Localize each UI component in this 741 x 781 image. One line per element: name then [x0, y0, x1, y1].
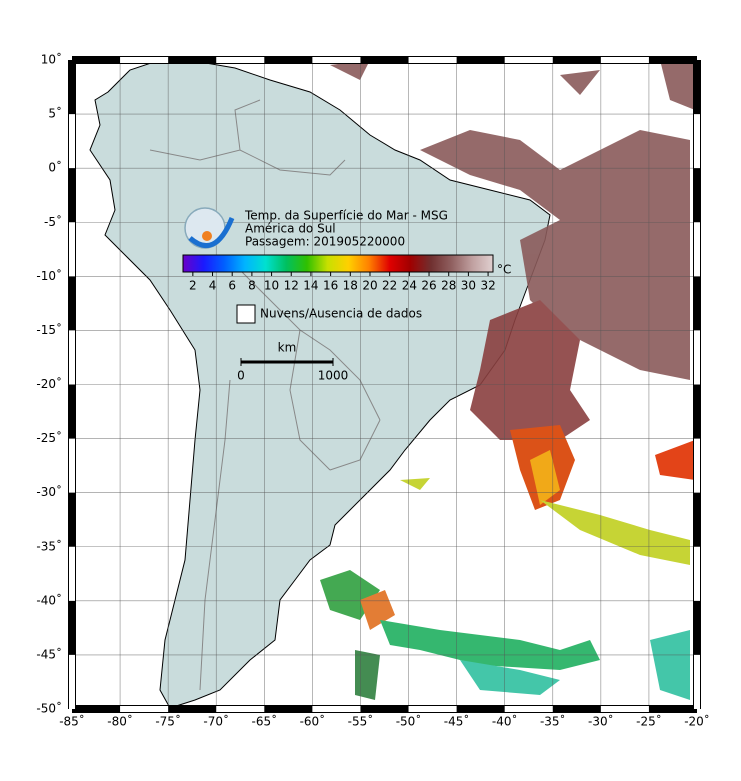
legend-label: Nuvens/Ausencia de dados	[260, 307, 422, 321]
colorbar-label: 2	[189, 279, 197, 293]
sst-patches	[320, 60, 695, 700]
lon-label: -30˚	[588, 714, 614, 729]
lon-label: -25˚	[636, 714, 662, 729]
colorbar-label: 12	[284, 279, 299, 293]
lon-label: -80˚	[107, 714, 133, 729]
colorbar-label: 6	[228, 279, 236, 293]
lon-label: -40˚	[492, 714, 518, 729]
pass-time: Passagem: 201905220000	[245, 235, 405, 249]
colorbar-label: 22	[382, 279, 397, 293]
legend-swatch	[236, 304, 256, 324]
colorbar-bar	[182, 254, 494, 273]
colorbar-label: 8	[248, 279, 256, 293]
lat-label: -35˚	[36, 538, 62, 553]
colorbar-label: 26	[421, 279, 436, 293]
colorbar-label: 16	[323, 279, 338, 293]
colorbar-label: 32	[480, 279, 495, 293]
colorbar: 2 4 6 8 10 12 14 16 18 20 22 24 26 28 30 32°C	[182, 254, 511, 293]
lat-label: 10˚	[41, 52, 62, 67]
lat-label: -10˚	[36, 268, 62, 283]
title: Temp. da Superfície do Mar - MSG	[244, 209, 448, 223]
colorbar-label: 24	[402, 279, 417, 293]
lon-label: -50˚	[396, 714, 422, 729]
colorbar-label: 10	[264, 279, 279, 293]
lon-label: -20˚	[684, 714, 710, 729]
lat-label: -25˚	[36, 430, 62, 445]
frame	[68, 56, 701, 713]
lat-label: -50˚	[36, 701, 62, 716]
colorbar-label: 18	[343, 279, 358, 293]
scale-bar: km 0 1000	[237, 341, 348, 383]
colorbar-label: 30	[461, 279, 476, 293]
lon-label: -70˚	[203, 714, 229, 729]
lat-label: -30˚	[36, 484, 62, 499]
lat-label: 0˚	[48, 160, 62, 175]
lon-label: -65˚	[252, 714, 278, 729]
lat-label: -45˚	[36, 646, 62, 661]
colorbar-label: 28	[441, 279, 456, 293]
lon-label: -85˚	[59, 714, 85, 729]
colorbar-label: 4	[209, 279, 217, 293]
logo	[184, 207, 235, 249]
lat-label: -40˚	[36, 592, 62, 607]
lon-label: -55˚	[348, 714, 374, 729]
scale-unit: km	[278, 341, 297, 355]
borders	[149, 99, 381, 691]
lat-label: 5˚	[48, 106, 62, 121]
lat-label: -15˚	[36, 322, 62, 337]
lon-label: -60˚	[300, 714, 326, 729]
subtitle: América do Sul	[245, 222, 336, 236]
lon-label: -45˚	[444, 714, 470, 729]
lon-label: -35˚	[540, 714, 566, 729]
colorbar-unit: °C	[497, 263, 511, 277]
lat-label: -5˚	[44, 214, 62, 229]
colorbar-label: 20	[362, 279, 377, 293]
colorbar-label: 14	[303, 279, 318, 293]
scale-label: 1000	[318, 369, 349, 383]
lon-label: -75˚	[155, 714, 181, 729]
lat-label: -20˚	[36, 376, 62, 391]
scale-label: 0	[237, 369, 245, 383]
